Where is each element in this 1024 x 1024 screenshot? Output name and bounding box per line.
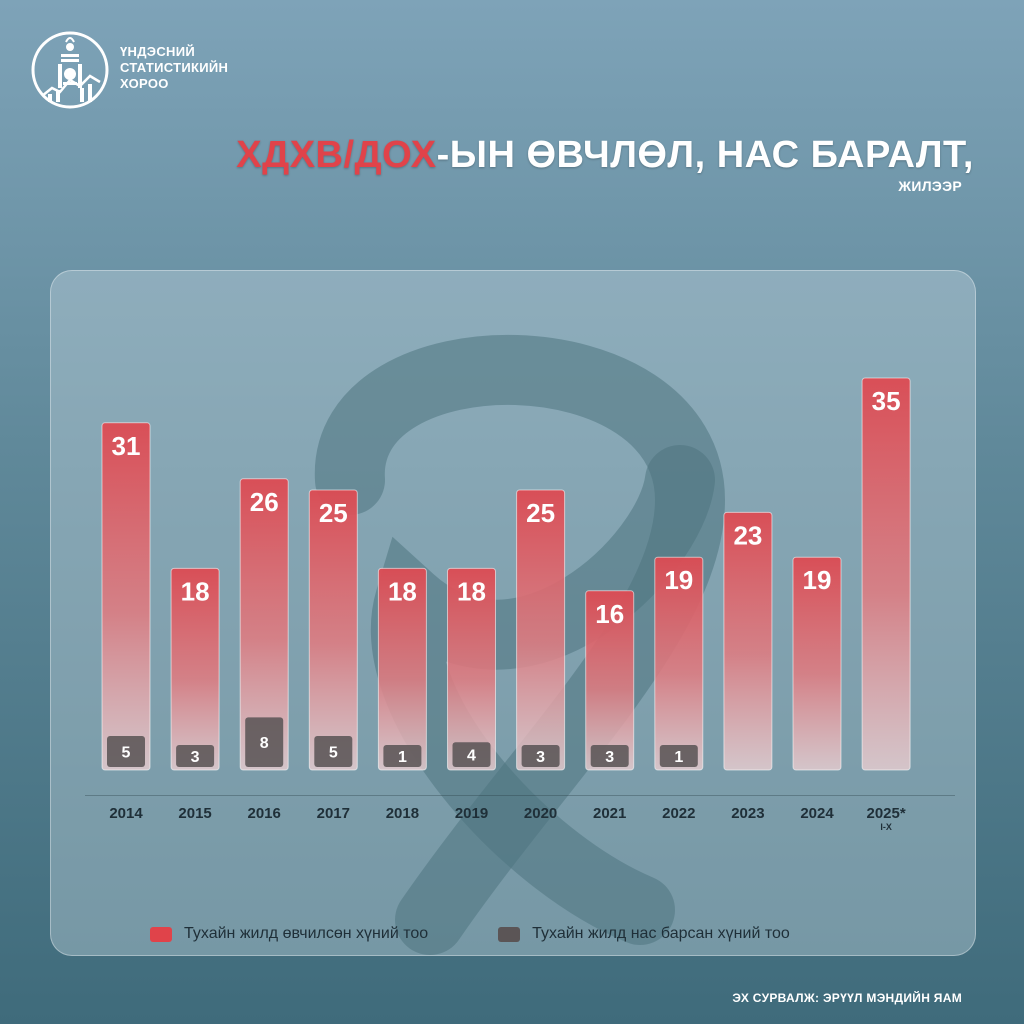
cases-value-label: 18 bbox=[457, 576, 486, 606]
legend-item-cases: Тухайн жилд өвчилсөн хүний тоо bbox=[150, 925, 428, 943]
cases-bar bbox=[861, 377, 911, 771]
x-tick-label: 2021 bbox=[593, 805, 626, 822]
legend-swatch-deaths bbox=[498, 926, 521, 942]
cases-value-label: 18 bbox=[388, 576, 417, 606]
title-rest: -ЫН ӨВЧЛӨЛ, НАС БАРАЛТ, bbox=[436, 134, 974, 176]
legend-item-deaths: Тухайн жилд нас барсан хүний тоо bbox=[498, 925, 790, 943]
x-tick-label: 2018 bbox=[386, 805, 419, 822]
deaths-value-label: 3 bbox=[605, 749, 614, 766]
cases-value-label: 26 bbox=[250, 487, 279, 517]
deaths-bar bbox=[659, 745, 698, 767]
cases-bar bbox=[101, 422, 151, 771]
deaths-bar bbox=[383, 745, 422, 767]
cases-bar bbox=[377, 567, 427, 771]
legend: Тухайн жилд өвчилсөн хүний тоо Тухайн жи… bbox=[150, 925, 910, 943]
legend-swatch-cases bbox=[150, 926, 172, 942]
cases-bar bbox=[447, 567, 496, 771]
chart-subtitle: ЖИЛЭЭР bbox=[898, 178, 962, 194]
x-tick-label: 2025* bbox=[866, 805, 905, 822]
cases-value-label: 16 bbox=[595, 599, 624, 629]
title-accent: ХДХВ/ДОХ bbox=[236, 134, 437, 176]
soyombo-emblem-icon bbox=[31, 31, 109, 109]
deaths-value-label: 1 bbox=[674, 749, 683, 766]
x-tick-label: 2017 bbox=[317, 805, 350, 822]
x-tick-label: 2022 bbox=[662, 805, 695, 822]
cases-bar bbox=[308, 489, 358, 771]
x-tick-label: 2015 bbox=[178, 805, 211, 822]
cases-bar bbox=[723, 511, 773, 771]
cases-value-label: 19 bbox=[664, 565, 693, 595]
x-tick-note: I-X bbox=[880, 822, 892, 832]
cases-value-label: 19 bbox=[803, 565, 832, 595]
x-tick-label: 2014 bbox=[109, 805, 143, 822]
deaths-value-label: 5 bbox=[329, 745, 338, 762]
legend-label-deaths: Тухайн жилд нас барсан хүний тоо bbox=[532, 925, 790, 942]
cases-value-label: 25 bbox=[319, 498, 348, 528]
deaths-value-label: 5 bbox=[122, 745, 131, 762]
cases-bar bbox=[792, 556, 842, 771]
legend-label-cases: Тухайн жилд өвчилсөн хүний тоо bbox=[184, 925, 429, 942]
cases-value-label: 35 bbox=[872, 386, 901, 416]
x-tick-label: 2019 bbox=[455, 805, 488, 822]
cases-bar bbox=[516, 489, 566, 771]
x-tick-label: 2016 bbox=[248, 805, 281, 822]
organization-name: ҮНДЭСНИЙ СТАТИСТИКИЙН ХОРОО bbox=[120, 44, 229, 91]
deaths-value-label: 8 bbox=[260, 735, 269, 752]
x-tick-label: 2024 bbox=[800, 805, 834, 822]
cases-value-label: 31 bbox=[112, 431, 141, 461]
deaths-bar bbox=[314, 736, 353, 767]
x-tick-label: 2023 bbox=[731, 805, 764, 822]
deaths-bar bbox=[590, 745, 629, 767]
cases-value-label: 25 bbox=[526, 498, 555, 528]
cases-value-label: 18 bbox=[181, 576, 210, 606]
chart-title: ХДХВ/ДОХ-ЫН ӨВЧЛӨЛ, НАС БАРАЛТ, bbox=[236, 134, 974, 177]
x-axis-line bbox=[85, 795, 955, 796]
cases-bar bbox=[585, 590, 635, 771]
x-tick-label: 2020 bbox=[524, 805, 557, 822]
deaths-bar bbox=[521, 745, 560, 767]
deaths-bar bbox=[176, 745, 215, 767]
deaths-bar bbox=[245, 717, 284, 767]
cases-bar bbox=[654, 556, 704, 771]
deaths-bar bbox=[107, 736, 145, 767]
cases-bar bbox=[170, 567, 220, 771]
deaths-value-label: 1 bbox=[398, 749, 407, 766]
deaths-value-label: 3 bbox=[191, 749, 200, 766]
deaths-bar bbox=[452, 742, 491, 767]
deaths-value-label: 3 bbox=[536, 749, 545, 766]
cases-value-label: 23 bbox=[733, 520, 762, 550]
source-note: ЭХ СУРВАЛЖ: ЭРҮҮЛ МЭНДИЙН ЯАМ bbox=[732, 991, 962, 1005]
cases-bar bbox=[239, 478, 289, 771]
deaths-value-label: 4 bbox=[467, 748, 476, 765]
